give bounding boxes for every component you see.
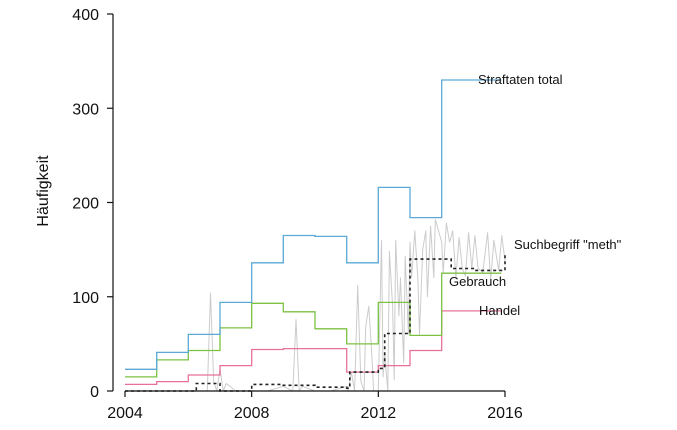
x-tick-label: 2012 xyxy=(361,405,397,422)
series-line-straftaten-total xyxy=(125,79,502,370)
series-label-gebrauch: Gebrauch xyxy=(449,274,506,289)
ticks-group: 0 100 200 300 400 2004 2008 2012 2016 xyxy=(72,7,523,422)
series-line-handel xyxy=(125,310,502,386)
series-label-handel: Handel xyxy=(479,303,520,318)
series-labels-group: Straftaten total Gebrauch Handel Suchbegrif… xyxy=(449,72,622,318)
x-tick-label: 2016 xyxy=(487,405,523,422)
series-label-straftaten-total: Straftaten total xyxy=(478,72,563,87)
plot-series-group xyxy=(125,79,506,392)
y-tick-label: 400 xyxy=(72,7,99,24)
series-line-raw-monthly-search xyxy=(206,219,506,392)
y-tick-label: 200 xyxy=(72,196,99,213)
y-tick-label: 300 xyxy=(72,101,99,118)
y-axis-title: Häufigkeit xyxy=(35,155,52,227)
axes-group xyxy=(112,14,505,392)
y-tick-label: 100 xyxy=(72,290,99,307)
series-label-suchbegriff-meth: Suchbegriff "meth" xyxy=(514,237,622,252)
y-tick-label: 0 xyxy=(90,384,99,401)
x-tick-label: 2004 xyxy=(107,405,143,422)
series-line-gebrauch xyxy=(125,272,502,378)
x-tick-label: 2008 xyxy=(234,405,270,422)
